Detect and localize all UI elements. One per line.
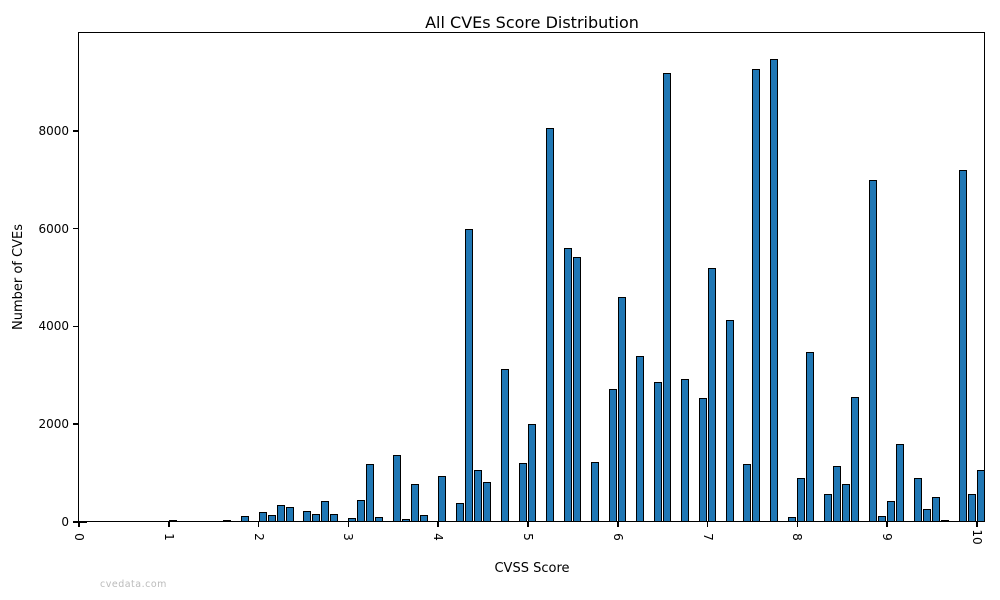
bar-score-3.8 — [420, 515, 429, 522]
bar-score-5.4 — [563, 248, 572, 522]
x-tick-7 — [706, 522, 709, 527]
x-tick-label-3: 3 — [341, 533, 356, 541]
bar-score-7.7 — [770, 59, 779, 522]
bar-score-6.7 — [680, 379, 689, 522]
bar-score-7.4 — [743, 463, 752, 522]
y-tick-6000 — [73, 227, 78, 230]
x-tick-label-4: 4 — [431, 533, 446, 541]
y-tick-label-0: 0 — [61, 515, 69, 529]
bar-score-3.6 — [402, 518, 411, 522]
bar-score-4.7 — [501, 369, 510, 522]
bar-score-5.9 — [608, 389, 617, 522]
x-tick-label-5: 5 — [520, 533, 535, 541]
bar-score-2.1 — [267, 514, 276, 522]
bar-score-6.2 — [635, 355, 644, 522]
x-tick-label-8: 8 — [790, 533, 805, 541]
bar-score-2.8 — [330, 513, 339, 522]
bar-score-3.3 — [375, 517, 384, 522]
bar-score-5.2 — [545, 128, 554, 522]
y-tick-label-2000: 2000 — [38, 417, 69, 432]
bar-score-7 — [707, 268, 716, 522]
bar-score-8.3 — [824, 493, 833, 522]
bar-score-2.2 — [276, 505, 285, 522]
x-tick-8 — [796, 522, 799, 527]
bar-score-8.5 — [842, 484, 851, 522]
bar-score-1.6 — [222, 520, 231, 523]
bar-score-4.3 — [465, 229, 474, 522]
x-tick-label-10: 10 — [969, 529, 984, 545]
x-tick-9 — [886, 522, 888, 527]
bar-score-8.1 — [806, 351, 815, 522]
x-tick-0 — [78, 522, 80, 527]
bar-score-9.4 — [923, 509, 932, 522]
x-tick-label-6: 6 — [610, 533, 625, 541]
bar-score-8.9 — [878, 516, 887, 522]
x-tick-4 — [437, 522, 439, 527]
x-tick-label-0: 0 — [72, 533, 86, 541]
y-tick-8000 — [73, 130, 78, 132]
chart-title: All CVEs Score Distribution — [425, 13, 639, 32]
bar-score-8 — [797, 478, 806, 522]
bar-score-8.8 — [869, 179, 878, 522]
bar-score-3 — [348, 517, 357, 522]
y-tick-0 — [73, 521, 78, 523]
bar-score-7.9 — [788, 517, 797, 522]
x-tick-label-1: 1 — [161, 533, 176, 541]
x-tick-2 — [257, 522, 260, 527]
bar-score-5.5 — [572, 257, 581, 522]
y-tick-label-6000: 6000 — [38, 221, 69, 236]
watermark: cvedata.com — [100, 579, 167, 590]
bar-score-10 — [976, 470, 985, 522]
bar-score-6.4 — [653, 381, 662, 522]
bar-score-2.3 — [285, 507, 294, 522]
bar-score-9.9 — [967, 494, 976, 522]
bar-score-3.7 — [411, 484, 420, 522]
bar-score-9.5 — [932, 497, 941, 522]
bar-score-6 — [617, 297, 626, 522]
bar-score-3.2 — [366, 464, 375, 522]
bar-score-3.1 — [357, 500, 366, 522]
bar-score-8.4 — [833, 465, 842, 522]
bar-score-2.5 — [303, 511, 312, 522]
x-tick-3 — [347, 522, 350, 527]
bar-score-7.5 — [752, 69, 761, 522]
y-tick-label-8000: 8000 — [38, 123, 69, 138]
bar-score-4.4 — [474, 470, 483, 522]
x-tick-label-7: 7 — [700, 533, 715, 541]
x-tick-label-2: 2 — [251, 533, 266, 541]
bar-score-9.3 — [914, 477, 923, 522]
bar-score-1 — [168, 520, 177, 523]
y-tick-label-4000: 4000 — [38, 319, 69, 334]
bar-score-4.5 — [483, 481, 492, 522]
bar-score-4.9 — [518, 463, 527, 522]
bar-score-5 — [527, 424, 536, 522]
bar-score-8.6 — [851, 396, 860, 522]
x-tick-label-9: 9 — [880, 533, 895, 541]
bar-score-2.7 — [321, 501, 330, 522]
x-tick-5 — [527, 522, 529, 527]
y-tick-2000 — [73, 423, 78, 425]
bar-score-6.5 — [662, 73, 671, 522]
y-tick-4000 — [73, 325, 78, 328]
bar-score-0 — [79, 520, 87, 523]
x-axis-label: CVSS Score — [494, 561, 570, 576]
bar-score-6.9 — [698, 398, 707, 522]
x-tick-6 — [617, 522, 619, 527]
bar-score-1.8 — [240, 515, 249, 522]
bar-score-9.6 — [941, 519, 949, 522]
bar-score-5.7 — [590, 461, 599, 522]
bar-score-9 — [887, 501, 896, 522]
bar-score-4 — [438, 475, 447, 522]
bar-score-2.6 — [312, 513, 321, 522]
bar-score-9.1 — [896, 443, 905, 522]
bar-score-3.5 — [393, 455, 402, 522]
bar-score-9.8 — [958, 169, 967, 522]
x-tick-10 — [976, 522, 978, 527]
bar-score-2 — [258, 511, 267, 522]
bar-score-7.2 — [725, 320, 734, 522]
x-tick-1 — [168, 522, 170, 527]
bar-score-4.2 — [456, 503, 465, 522]
